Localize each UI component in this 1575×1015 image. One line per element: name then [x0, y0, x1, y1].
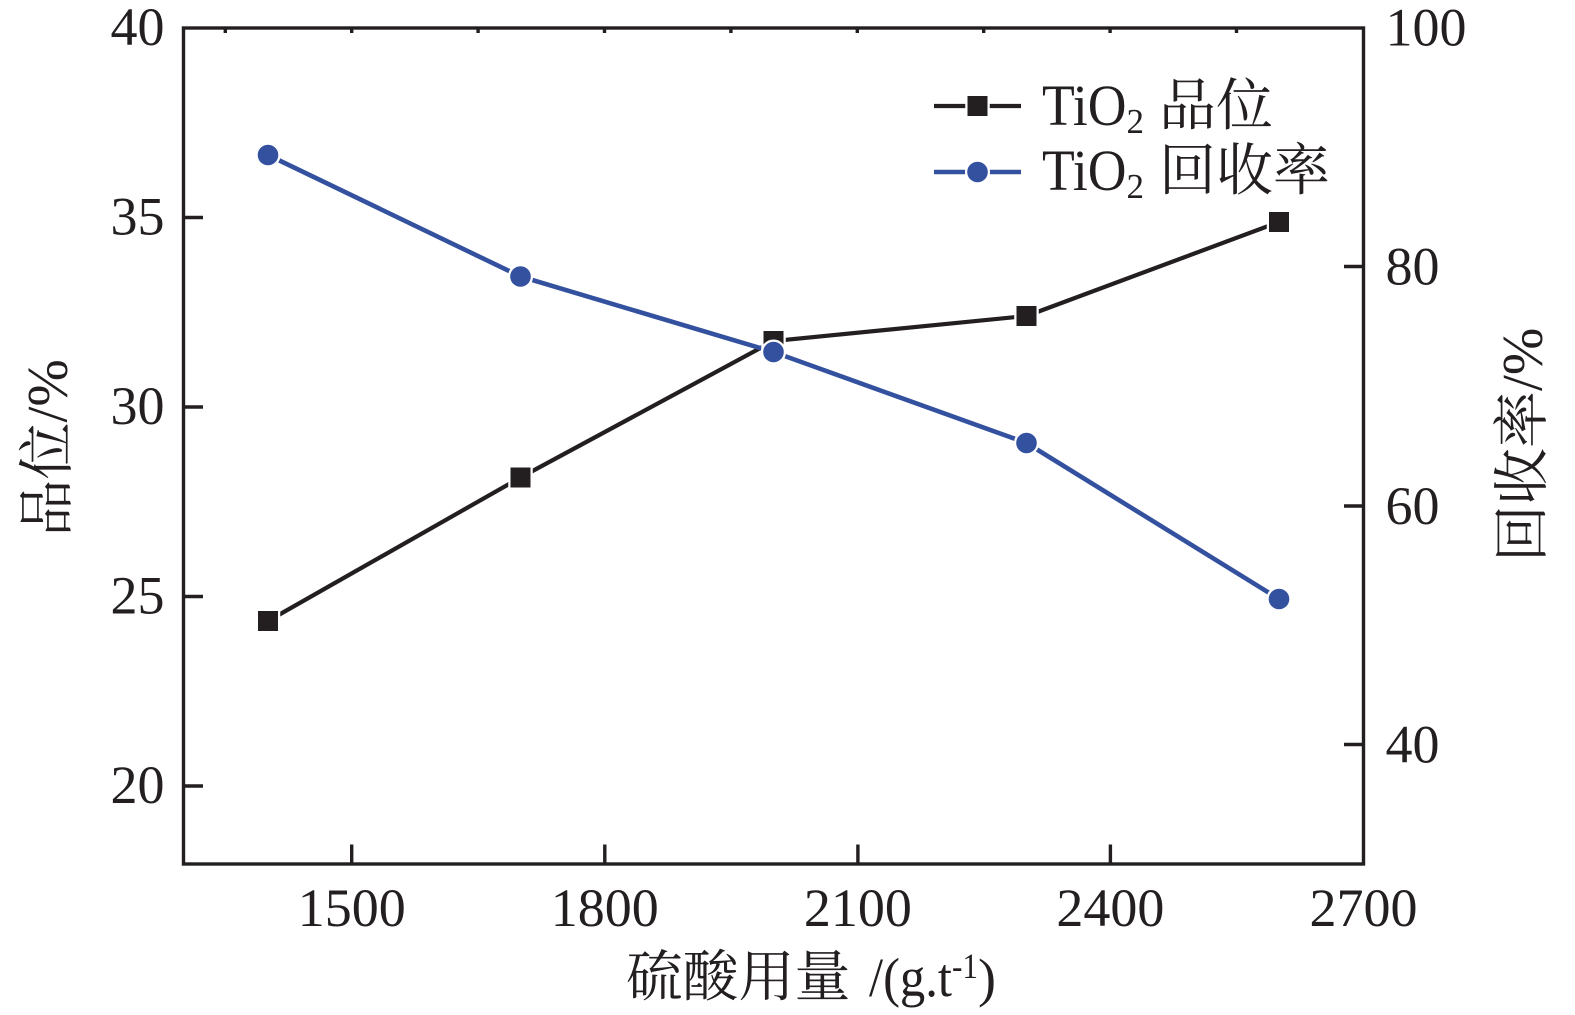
svg-text:2: 2: [1127, 102, 1145, 141]
svg-text:20: 20: [111, 755, 165, 815]
svg-text:80: 80: [1386, 236, 1440, 296]
svg-text:2: 2: [1127, 167, 1145, 206]
svg-text:25: 25: [111, 566, 165, 626]
svg-text:30: 30: [111, 376, 165, 436]
svg-text:1800: 1800: [551, 878, 659, 938]
svg-text:/(g.t: /(g.t: [869, 947, 952, 1008]
svg-text:/%: /%: [1492, 328, 1555, 391]
svg-text:1500: 1500: [298, 878, 406, 938]
svg-text:2700: 2700: [1310, 878, 1418, 938]
svg-text:100: 100: [1386, 0, 1467, 57]
svg-text:TiO: TiO: [1042, 138, 1127, 203]
svg-text:TiO: TiO: [1042, 73, 1127, 138]
svg-text:2400: 2400: [1056, 878, 1164, 938]
svg-text:2100: 2100: [804, 878, 912, 938]
svg-text:40: 40: [111, 0, 165, 57]
svg-text:40: 40: [1386, 714, 1440, 774]
svg-text:-1: -1: [952, 946, 978, 986]
svg-text:35: 35: [111, 187, 165, 247]
svg-text:/%: /%: [17, 359, 80, 422]
svg-text:60: 60: [1386, 476, 1440, 536]
svg-text:): ): [978, 948, 996, 1008]
